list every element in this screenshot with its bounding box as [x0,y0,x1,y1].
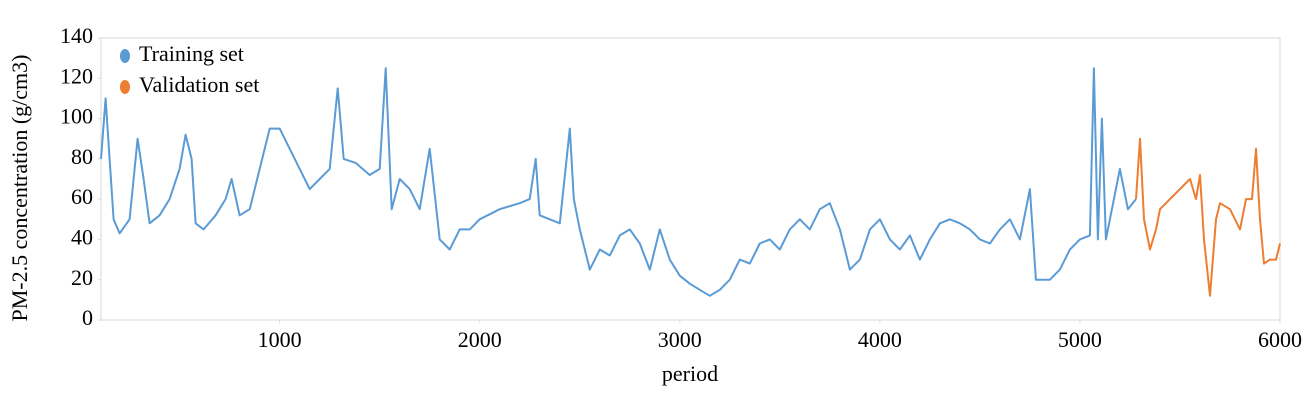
legend-marker [120,80,130,94]
x-tick-label: 3000 [658,327,702,352]
y-tick-label: 40 [71,224,93,249]
y-tick-label: 60 [71,184,93,209]
legend-label: Validation set [139,72,259,97]
y-axis-label: PM-2.5 concentration (g/cm3) [7,55,32,322]
legend-marker [120,49,130,63]
x-tick-label: 6000 [1258,327,1302,352]
series-line [100,67,1137,297]
x-tick-label: 5000 [1058,327,1102,352]
y-tick-label: 100 [60,104,93,129]
x-axis-label: period [662,361,718,386]
x-tick-label: 2000 [458,327,502,352]
series-line [1135,137,1281,297]
plot-frame [100,37,1281,321]
y-tick-label: 20 [71,265,93,290]
y-tick-label: 0 [82,305,93,330]
y-tick-label: 140 [60,23,93,48]
x-tick-label: 4000 [858,327,902,352]
legend-label: Training set [139,41,244,66]
y-tick-label: 120 [60,63,93,88]
y-tick-label: 80 [71,144,93,169]
x-tick-label: 1000 [258,327,302,352]
